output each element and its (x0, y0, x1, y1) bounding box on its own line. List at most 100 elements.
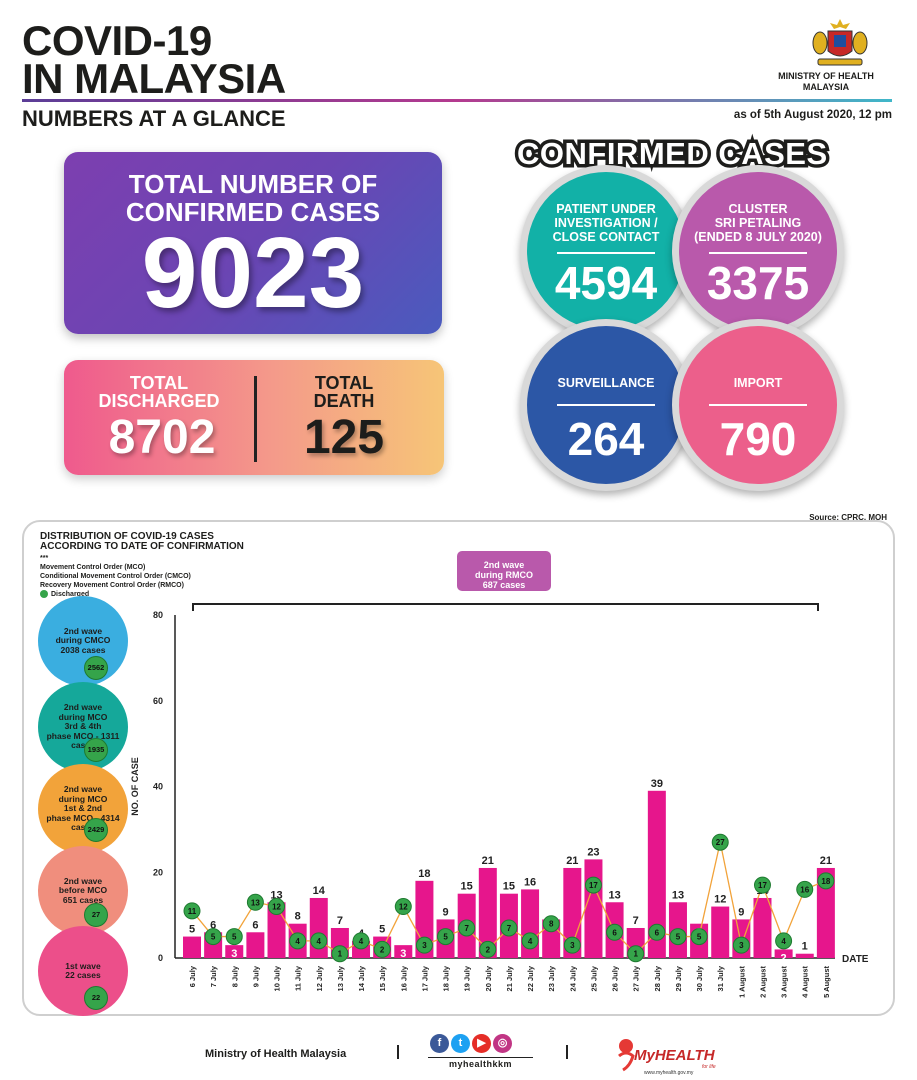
discharged-marker-label: 7 (507, 924, 512, 933)
discharged-marker (563, 936, 581, 954)
chart-title-line-2: ACCORDING TO DATE OF CONFIRMATION (40, 541, 244, 552)
x-tick-label: 30 July (695, 965, 704, 991)
chart-title-line-1: DISTRIBUTION OF COVID-19 CASES (40, 531, 214, 542)
discharged-marker (775, 932, 793, 950)
x-tick-label: 17 July (420, 965, 429, 991)
footer-ministry: Ministry of Health Malaysia (205, 1048, 347, 1060)
wave-line: during CMCO (55, 635, 111, 646)
x-tick-label: 19 July (463, 965, 472, 991)
x-tick-label: 18 July (442, 965, 451, 991)
discharged-marker-label: 6 (612, 928, 617, 937)
bar-value-label: 5 (379, 924, 385, 936)
facebook-icon[interactable]: f (430, 1034, 449, 1053)
discharged-label-line-2: DISCHARGED (98, 391, 220, 411)
bar-value-label: 1 (802, 941, 808, 953)
x-tick-label: 26 July (611, 965, 620, 991)
wave-line: 1st & 2nd (63, 803, 103, 814)
import-bubble: IMPORT 790 (672, 319, 844, 491)
discharged-marker-label: 16 (800, 885, 809, 894)
x-tick-label: 27 July (632, 965, 641, 991)
youtube-icon[interactable]: ▶ (472, 1034, 491, 1053)
myhealth-brand: MyHEALTH (634, 1047, 716, 1064)
discharged-marker-label: 13 (251, 898, 260, 907)
bar-value-label: 21 (566, 855, 578, 867)
title-line-1: COVID-19 (22, 17, 212, 64)
bar-value-label: 7 (337, 915, 343, 927)
bar-value-label: 18 (418, 868, 430, 880)
import-value: 790 (719, 413, 797, 465)
discharged-marker-label: 17 (589, 881, 598, 890)
discharged-marker-label: 1 (633, 950, 638, 959)
instagram-icon[interactable]: ◎ (493, 1034, 512, 1053)
x-tick-label: 21 July (505, 965, 514, 991)
bar-value-label: 3 (400, 948, 406, 960)
malaysia-crest-icon (812, 19, 868, 66)
wave-cmco-discharged: 2562 (84, 656, 108, 680)
total-confirmed-card: TOTAL NUMBER OF CONFIRMED CASES 9023 (64, 152, 442, 334)
wave-cmco-circle: 2nd wave during CMCO 2038 cases (38, 596, 128, 686)
wave-line: during MCO (58, 711, 108, 722)
wave-mco-34-discharged: 1935 (84, 738, 108, 762)
wave-line: 2nd wave (63, 875, 103, 886)
x-tick-label: 13 July (336, 965, 345, 991)
discharged-marker (415, 936, 433, 954)
discharged-marker (437, 928, 455, 946)
puicc-bubble: PATIENT UNDER INVESTIGATION / CLOSE CONT… (520, 165, 692, 337)
bar (246, 932, 265, 958)
bar-value-label: 6 (252, 919, 258, 931)
x-tick-label: 8 July (230, 965, 239, 987)
bar (478, 867, 497, 958)
x-tick-label: 6 July (188, 965, 197, 987)
cluster-label-line-3: (ENDED 8 JULY 2020) (694, 230, 822, 244)
x-tick-label: 9 July (251, 965, 260, 987)
x-tick-label: 24 July (568, 965, 577, 991)
y-tick-label: 80 (153, 610, 163, 620)
discharged-marker-label: 3 (422, 941, 427, 950)
death-label: TOTAL DEATH (264, 374, 424, 410)
cluster-value: 3375 (706, 257, 810, 309)
confirmed-cases-heading: CONFIRMED CASES (514, 133, 831, 175)
cluster-label-line-2: SRI PETALING (714, 216, 802, 230)
bar-value-label: 15 (503, 881, 515, 893)
discharged-marker-label: 2 (486, 945, 491, 954)
wave-line: 2nd wave (63, 784, 103, 795)
discharged-marker (690, 928, 708, 946)
discharged-marker-label: 8 (549, 920, 554, 929)
death-value: 125 (303, 411, 385, 464)
discharged-marker-label: 6 (655, 928, 660, 937)
discharged-marker (521, 932, 539, 950)
social-handle[interactable]: myhealthkkm (428, 1057, 533, 1069)
discharged-label-line-1: TOTAL (129, 373, 189, 393)
y-tick-label: 20 (153, 867, 163, 877)
rmco-box-line-1: 2nd wave (483, 560, 525, 570)
wave-line: 2nd wave (63, 625, 103, 636)
bar-value-label: 9 (442, 906, 448, 918)
bar (183, 936, 201, 958)
twitter-icon[interactable]: t (451, 1034, 470, 1053)
discharged-marker-label: 3 (570, 941, 575, 950)
discharged-marker-label: 4 (359, 937, 364, 946)
discharged-marker-label: 27 (716, 838, 725, 847)
discharged-marker-label: 3 (739, 941, 744, 950)
surveillance-value: 264 (567, 413, 645, 465)
bar-value-label: 13 (270, 889, 282, 901)
rmco-box-line-3: 687 cases (482, 580, 526, 590)
x-tick-label: 1 August (737, 966, 746, 998)
x-tick-label: 12 July (315, 965, 324, 991)
x-tick-label: 4 August (801, 966, 810, 998)
x-tick-label: 2 August (758, 966, 767, 998)
bar-value-label: 21 (482, 855, 494, 867)
x-tick-label: 15 July (378, 965, 387, 991)
discharged-marker (669, 928, 687, 946)
source-note: Source: CPRC, MOH (809, 513, 887, 522)
death-label-line-2: DEATH (313, 391, 375, 411)
wave-line: during MCO (58, 793, 108, 804)
bar-value-label: 8 (295, 911, 301, 923)
puicc-label: PATIENT UNDER INVESTIGATION / CLOSE CONT… (537, 202, 675, 244)
discharged-marker (711, 833, 729, 851)
x-tick-label: 10 July (273, 965, 282, 991)
discharged-marker-label: 7 (464, 924, 469, 933)
title-line-2: IN MALAYSIA (22, 55, 286, 102)
discharged-marker (246, 893, 264, 911)
bar (563, 867, 582, 958)
